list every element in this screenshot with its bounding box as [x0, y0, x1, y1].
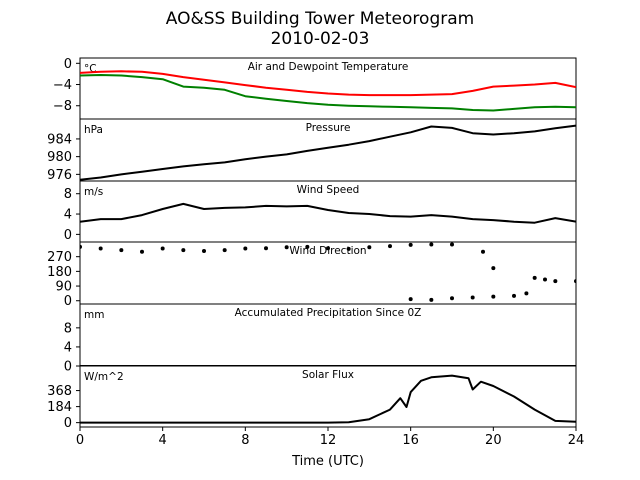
panel-title: Wind Speed [297, 184, 360, 196]
wind-direction-point [119, 248, 124, 253]
x-tick-label: 8 [241, 433, 249, 448]
panel-series [80, 242, 576, 302]
wind-direction-point [408, 242, 413, 247]
y-tick-label: 0 [64, 57, 72, 72]
panel-series [80, 202, 576, 224]
wind-direction-point [491, 294, 496, 299]
series-line-1 [80, 202, 576, 224]
series-line-1 [80, 70, 576, 97]
wind-direction-point [181, 248, 186, 253]
x-tick-label: 12 [320, 433, 337, 448]
y-tick-label: 8 [64, 321, 72, 336]
wind-direction-point [532, 275, 537, 280]
wind-direction-point [512, 293, 516, 298]
panel-unit-label: W/m^2 [84, 371, 124, 383]
x-tick-label: 20 [485, 433, 502, 448]
wind-direction-point [388, 244, 392, 249]
panel-unit-label: mm [84, 309, 104, 321]
panel-unit-label: hPa [84, 124, 103, 136]
panel-title: Air and Dewpoint Temperature [248, 61, 409, 73]
x-tick-label: 16 [402, 433, 419, 448]
panel-title: Pressure [306, 122, 351, 134]
wind-direction-point [450, 296, 454, 301]
panel-series [80, 70, 576, 112]
panel-series [80, 124, 576, 181]
wind-direction-point [367, 245, 372, 250]
wind-direction-point [326, 246, 330, 251]
wind-direction-point [450, 242, 454, 247]
wind-direction-point [202, 248, 206, 253]
wind-direction-point [574, 279, 576, 284]
wind-direction-point [553, 279, 558, 284]
wind-direction-point [243, 246, 248, 251]
x-tick-label: 4 [159, 433, 167, 448]
chart-title: AO&SS Building Tower Meteorogram [166, 9, 474, 29]
wind-direction-point [491, 266, 496, 271]
wind-direction-point [524, 291, 529, 296]
y-tick-label: 0 [64, 228, 72, 243]
y-tick-label: −4 [53, 78, 72, 93]
y-tick-label: 984 [47, 132, 72, 147]
series-line-1 [80, 374, 576, 424]
wind-direction-point [305, 244, 310, 249]
panel-title: Solar Flux [302, 369, 354, 381]
y-tick-label: −8 [53, 99, 72, 114]
y-tick-label: 0 [64, 360, 72, 375]
wind-direction-point [481, 249, 485, 254]
panel-unit-label: m/s [84, 186, 103, 198]
y-tick-label: 90 [55, 280, 72, 295]
x-tick-label: 24 [568, 433, 585, 448]
wind-direction-point [470, 295, 475, 300]
series-line-2 [80, 74, 576, 112]
x-tick-label: 0 [76, 433, 84, 448]
wind-direction-point [408, 297, 413, 302]
wind-direction-point [284, 245, 289, 250]
wind-direction-point [140, 249, 144, 254]
y-tick-label: 980 [47, 150, 72, 165]
y-tick-label: 270 [47, 250, 72, 265]
panel-5: 0 4 8 Accumulated Precipitation Since 0Z mm [64, 303, 577, 375]
y-tick-label: 8 [64, 187, 72, 202]
y-tick-label: 976 [47, 168, 72, 183]
panel-title: Accumulated Precipitation Since 0Z [235, 307, 422, 319]
x-axis-label: Time (UTC) [291, 454, 364, 469]
series-line-1 [80, 124, 576, 181]
y-tick-label: 184 [47, 400, 72, 415]
wind-direction-point [98, 246, 103, 251]
y-tick-label: 368 [47, 384, 72, 399]
wind-direction-point [346, 246, 351, 251]
y-tick-label: 180 [47, 265, 72, 280]
wind-direction-point [429, 242, 434, 247]
chart-subtitle: 2010-02-03 [271, 29, 370, 49]
panel-3: 0 4 8 Wind Speed m/s [64, 180, 577, 243]
wind-direction-point [80, 244, 82, 249]
wind-direction-point [264, 246, 268, 251]
y-tick-label: 4 [64, 208, 72, 223]
panel-2: 976 980 984 Pressure hPa [47, 118, 577, 183]
y-tick-label: 0 [64, 294, 72, 309]
wind-direction-point [160, 246, 165, 251]
y-tick-label: 0 [64, 416, 72, 431]
wind-direction-point [429, 297, 434, 302]
panel-series [80, 374, 576, 424]
y-tick-label: 4 [64, 340, 72, 355]
wind-direction-point [222, 248, 227, 253]
wind-direction-point [543, 277, 547, 282]
